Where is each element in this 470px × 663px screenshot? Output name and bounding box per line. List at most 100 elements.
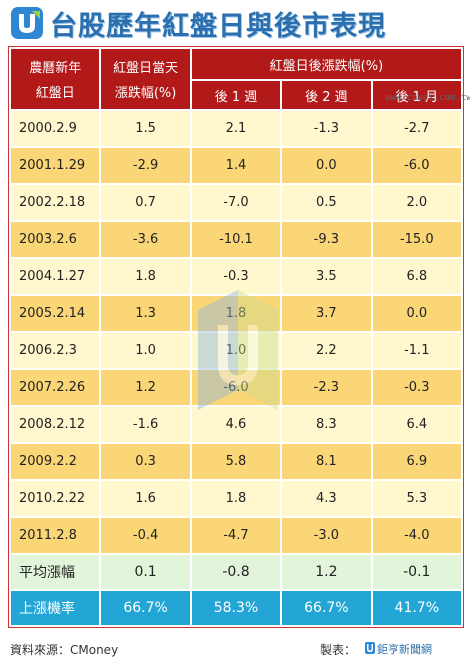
- cell-w2: 0.5: [282, 185, 371, 220]
- cell-w1: 5.8: [191, 444, 281, 479]
- table-row: 2008.2.12 -1.6 4.6 8.3 6.4: [11, 407, 461, 442]
- cell-w2: 3.7: [282, 296, 371, 331]
- cell-w1: -0.8: [191, 555, 281, 589]
- table-row: 2003.2.6 -3.6 -10.1 -9.3 -15.0: [11, 222, 461, 257]
- cell-w1: 2.1: [191, 111, 281, 146]
- cell-m1: -0.1: [372, 555, 461, 589]
- cell-m1: 6.9: [372, 444, 461, 479]
- cell-m1: -0.3: [372, 370, 461, 405]
- cell-date: 2008.2.12: [11, 407, 100, 442]
- cell-date: 2001.1.29: [11, 148, 100, 183]
- cell-m1: -6.0: [372, 148, 461, 183]
- cell-w2: 8.3: [282, 407, 371, 442]
- maker-name: 鉅亨新聞網: [377, 643, 432, 656]
- cell-day: 0.1: [101, 555, 190, 589]
- cell-m1: 0.0: [372, 296, 461, 331]
- cell-date: 2005.2.14: [11, 296, 100, 331]
- cell-m1: 6.4: [372, 407, 461, 442]
- source-text: 資料來源：CMoney: [10, 643, 119, 657]
- cell-w1: -6.0: [191, 370, 281, 405]
- cell-w2: 1.2: [282, 555, 371, 589]
- cell-day: 1.2: [101, 370, 190, 405]
- cell-w2: -3.0: [282, 518, 371, 553]
- cell-w1: 1.4: [191, 148, 281, 183]
- cell-day: -0.4: [101, 518, 190, 553]
- cell-date: 2007.2.26: [11, 370, 100, 405]
- data-table: 農曆新年 紅盤日 紅盤日當天 漲跌幅(%) 紅盤日後漲跌幅(%) 後 1 週 後 2…: [8, 46, 464, 628]
- cell-date: 2009.2.2: [11, 444, 100, 479]
- cell-date: 2002.2.18: [11, 185, 100, 220]
- up-rate-row: 上漲機率 66.7% 58.3% 66.7% 41.7%: [11, 591, 461, 625]
- table-row: 2005.2.141.31.83.70.0: [11, 296, 461, 331]
- header-week1: 後 1 週: [191, 81, 281, 109]
- cell-m1: 6.8: [372, 259, 461, 294]
- cell-day: 1.6: [101, 481, 190, 516]
- table-row: 2001.1.29 -2.9 1.4 0.0 -6.0: [11, 148, 461, 183]
- watermark-site-text: www.cnyes.com.tw: [385, 93, 470, 103]
- maker-logo-icon: [365, 642, 375, 654]
- cell-w2: -1.3: [282, 111, 371, 146]
- title-bar: 台股歷年紅盤日與後市表現: [0, 0, 470, 44]
- cell-w2: 2.2: [282, 333, 371, 368]
- table-row: 2006.2.31.01.02.2-1.1: [11, 333, 461, 368]
- header-after-group: 紅盤日後漲跌幅(%): [191, 49, 461, 79]
- cell-m1: -2.7: [372, 111, 461, 146]
- cell-w2: 66.7%: [282, 591, 371, 625]
- cell-label: 平均漲幅: [11, 555, 100, 589]
- cell-date: 2011.2.8: [11, 518, 100, 553]
- cell-w2: 8.1: [282, 444, 371, 479]
- watermark-logo-icon: [198, 290, 278, 410]
- table-row: 2000.2.9 1.5 2.1 -1.3 -2.7: [11, 111, 461, 146]
- cell-day: 0.7: [101, 185, 190, 220]
- cell-w2: 4.3: [282, 481, 371, 516]
- cnyes-logo-icon: [11, 7, 43, 39]
- cell-m1: 41.7%: [372, 591, 461, 625]
- cell-w1: 1.8: [191, 481, 281, 516]
- cell-m1: -4.0: [372, 518, 461, 553]
- page-title: 台股歷年紅盤日與後市表現: [50, 11, 386, 42]
- cell-date: 2000.2.9: [11, 111, 100, 146]
- cell-w1: -4.7: [191, 518, 281, 553]
- maker-label: 製表：: [320, 643, 357, 657]
- cell-m1: 2.0: [372, 185, 461, 220]
- table-row: 2010.2.22 1.6 1.8 4.3 5.3: [11, 481, 461, 516]
- cell-label: 上漲機率: [11, 591, 100, 625]
- average-row: 平均漲幅 0.1 -0.8 1.2 -0.1: [11, 555, 461, 589]
- cell-day: -2.9: [101, 148, 190, 183]
- cell-w1: 1.8: [191, 296, 281, 331]
- header-day-change: 紅盤日當天 漲跌幅(%): [101, 49, 190, 109]
- cell-m1: -15.0: [372, 222, 461, 257]
- cell-date: 2003.2.6: [11, 222, 100, 257]
- cell-w1: 58.3%: [191, 591, 281, 625]
- header-month1: 後 1 月: [372, 81, 461, 109]
- cell-m1: 5.3: [372, 481, 461, 516]
- cell-date: 2004.1.27: [11, 259, 100, 294]
- cell-w2: 3.5: [282, 259, 371, 294]
- cell-w1: 1.0: [191, 333, 281, 368]
- table-row: 2002.2.18 0.7 -7.0 0.5 2.0: [11, 185, 461, 220]
- cell-w1: -10.1: [191, 222, 281, 257]
- cell-day: 66.7%: [101, 591, 190, 625]
- cell-day: 1.0: [101, 333, 190, 368]
- cell-m1: -1.1: [372, 333, 461, 368]
- table-row: 2007.2.261.2-6.0-2.3-0.3: [11, 370, 461, 405]
- cell-w1: -0.3: [191, 259, 281, 294]
- cell-w2: -9.3: [282, 222, 371, 257]
- cell-day: -1.6: [101, 407, 190, 442]
- cell-day: 1.3: [101, 296, 190, 331]
- cell-day: 0.3: [101, 444, 190, 479]
- table-body: 2000.2.9 1.5 2.1 -1.3 -2.7 2001.1.29 -2.9 1.4 0.…: [11, 111, 461, 625]
- cell-day: 1.8: [101, 259, 190, 294]
- cell-w2: 0.0: [282, 148, 371, 183]
- cell-day: -3.6: [101, 222, 190, 257]
- cell-date: 2010.2.22: [11, 481, 100, 516]
- table-row: 2011.2.8 -0.4 -4.7 -3.0 -4.0: [11, 518, 461, 553]
- cell-date: 2006.2.3: [11, 333, 100, 368]
- table-row: 2009.2.2 0.3 5.8 8.1 6.9: [11, 444, 461, 479]
- header-date: 農曆新年 紅盤日: [11, 49, 100, 109]
- table-row: 2004.1.27 1.8 -0.3 3.5 6.8: [11, 259, 461, 294]
- cell-w2: -2.3: [282, 370, 371, 405]
- cell-w1: 4.6: [191, 407, 281, 442]
- cell-w1: -7.0: [191, 185, 281, 220]
- cell-day: 1.5: [101, 111, 190, 146]
